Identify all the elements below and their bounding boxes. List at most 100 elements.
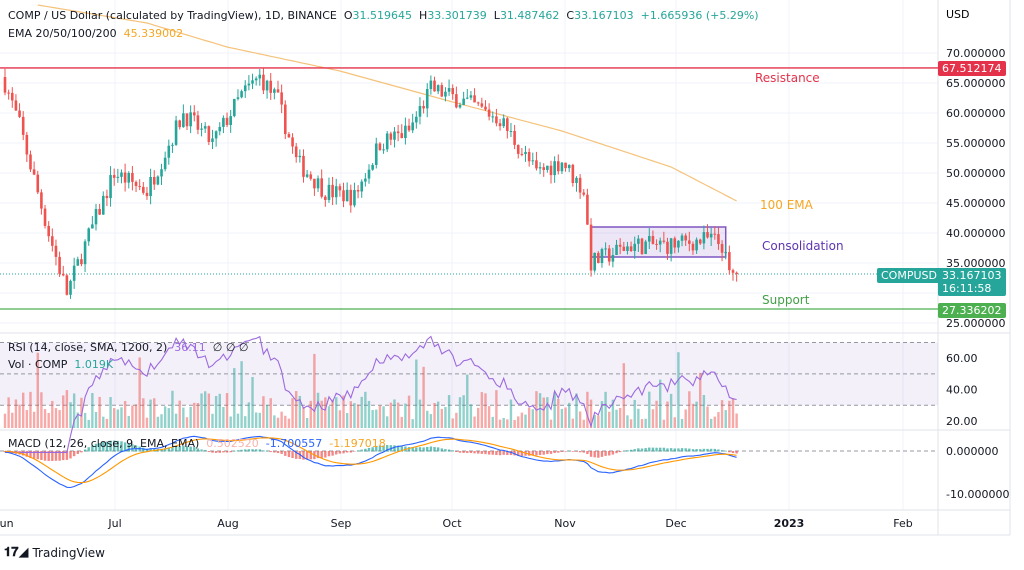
macd-histogram-bar <box>342 451 345 454</box>
candle <box>58 256 61 274</box>
candle <box>305 174 309 177</box>
candle <box>309 174 313 179</box>
macd-histogram-bar <box>145 448 149 452</box>
candle <box>21 116 25 135</box>
volume-bar <box>331 399 334 428</box>
candle <box>549 165 553 176</box>
macd-histogram-bar <box>444 449 447 452</box>
candle <box>251 80 254 84</box>
macd-histogram-bar <box>487 451 491 455</box>
candle <box>3 77 7 93</box>
volume-bar <box>622 363 625 428</box>
volume-bar <box>65 390 69 428</box>
candle <box>669 238 673 254</box>
volume-bar <box>626 415 629 428</box>
macd-histogram-bar <box>83 449 87 452</box>
macd-histogram-bar <box>633 449 636 452</box>
volume-bar <box>72 393 76 428</box>
candle <box>196 115 200 130</box>
macd-histogram-bar <box>316 451 320 459</box>
volume-bar <box>91 392 94 428</box>
volume-bar <box>229 416 232 428</box>
macd-histogram-bar <box>364 448 367 452</box>
macd-histogram-bar <box>91 445 94 452</box>
volume-bar <box>393 399 396 428</box>
volume-bar <box>54 408 58 428</box>
volume-bar <box>484 393 487 428</box>
macd-legend: MACD (12, 26, close, 9, EMA, EMA) 0.5025… <box>8 437 386 450</box>
candle <box>502 118 505 127</box>
macd-histogram-bar <box>582 451 585 453</box>
candle <box>171 144 174 146</box>
volume-bar <box>651 409 655 428</box>
candle <box>706 232 709 238</box>
volume-bar <box>131 405 134 428</box>
candle <box>101 195 105 215</box>
candle <box>513 130 516 145</box>
vol-legend: Vol · COMP 1.019K <box>8 358 113 371</box>
macd-histogram-bar <box>54 451 58 461</box>
time-tick: Aug <box>217 517 238 530</box>
macd-histogram-bar <box>94 443 98 452</box>
volume-bar <box>680 418 684 428</box>
macd-histogram-bar <box>247 449 251 452</box>
candle <box>364 178 367 182</box>
candle <box>396 131 400 134</box>
volume-bar <box>94 412 98 428</box>
candle <box>83 241 87 265</box>
candle <box>273 89 276 93</box>
volume-bar <box>51 400 54 428</box>
volume-bar <box>458 397 462 428</box>
candle <box>211 138 214 142</box>
macd-histogram-bar <box>542 451 545 455</box>
macd-histogram-bar <box>276 451 280 454</box>
volume-bar <box>491 416 494 428</box>
time-tick: Dec <box>665 517 686 530</box>
volume-bar <box>611 399 615 428</box>
candle <box>313 178 316 189</box>
macd-histogram-bar <box>458 451 462 453</box>
symbol-title: COMP / US Dollar (calculated by TradingV… <box>8 9 337 22</box>
tradingview-logo[interactable]: 𝟏𝟕◢ TradingView <box>4 545 105 560</box>
volume-bar <box>7 397 10 428</box>
volume-bar <box>502 417 505 428</box>
volume-bar <box>102 416 105 428</box>
macd-histogram-bar <box>618 451 622 453</box>
volume-bar <box>578 411 582 428</box>
time-tick: Sep <box>331 517 352 530</box>
volume-bar <box>291 398 294 428</box>
macd-histogram-bar <box>309 451 312 460</box>
volume-bar <box>637 408 640 428</box>
price-tick: 45.000000 <box>946 197 1006 210</box>
candle <box>291 137 294 147</box>
macd-histogram-bar <box>254 449 258 452</box>
candle <box>691 243 695 251</box>
candle <box>393 131 396 140</box>
macd-histogram-bar <box>233 450 236 452</box>
volume-bar <box>269 398 272 428</box>
candle <box>47 225 50 237</box>
macd-histogram-bar <box>87 447 90 452</box>
macd-histogram-bar <box>509 451 513 455</box>
volume-bar <box>382 406 385 428</box>
macd-histogram-bar <box>127 443 130 452</box>
macd-histogram-bar <box>688 448 691 452</box>
candle <box>735 272 738 274</box>
volume-bar <box>506 419 509 428</box>
macd-histogram-bar <box>440 448 443 452</box>
candle <box>51 236 54 246</box>
volume-bar <box>389 402 393 428</box>
last-price-tag: 33.167103 16:11:58 <box>938 268 1006 296</box>
signal-line <box>4 437 737 484</box>
candle <box>531 160 535 162</box>
ema-100-line <box>37 4 737 202</box>
candle <box>702 232 706 244</box>
volume-bar <box>378 405 382 428</box>
macd-histogram-bar <box>375 445 378 452</box>
candle <box>7 92 10 94</box>
volume-bar <box>218 393 221 428</box>
ema-label: EMA 20/50/100/200 <box>8 27 117 40</box>
macd-histogram-bar <box>699 449 702 452</box>
macd-histogram-bar <box>280 451 283 454</box>
